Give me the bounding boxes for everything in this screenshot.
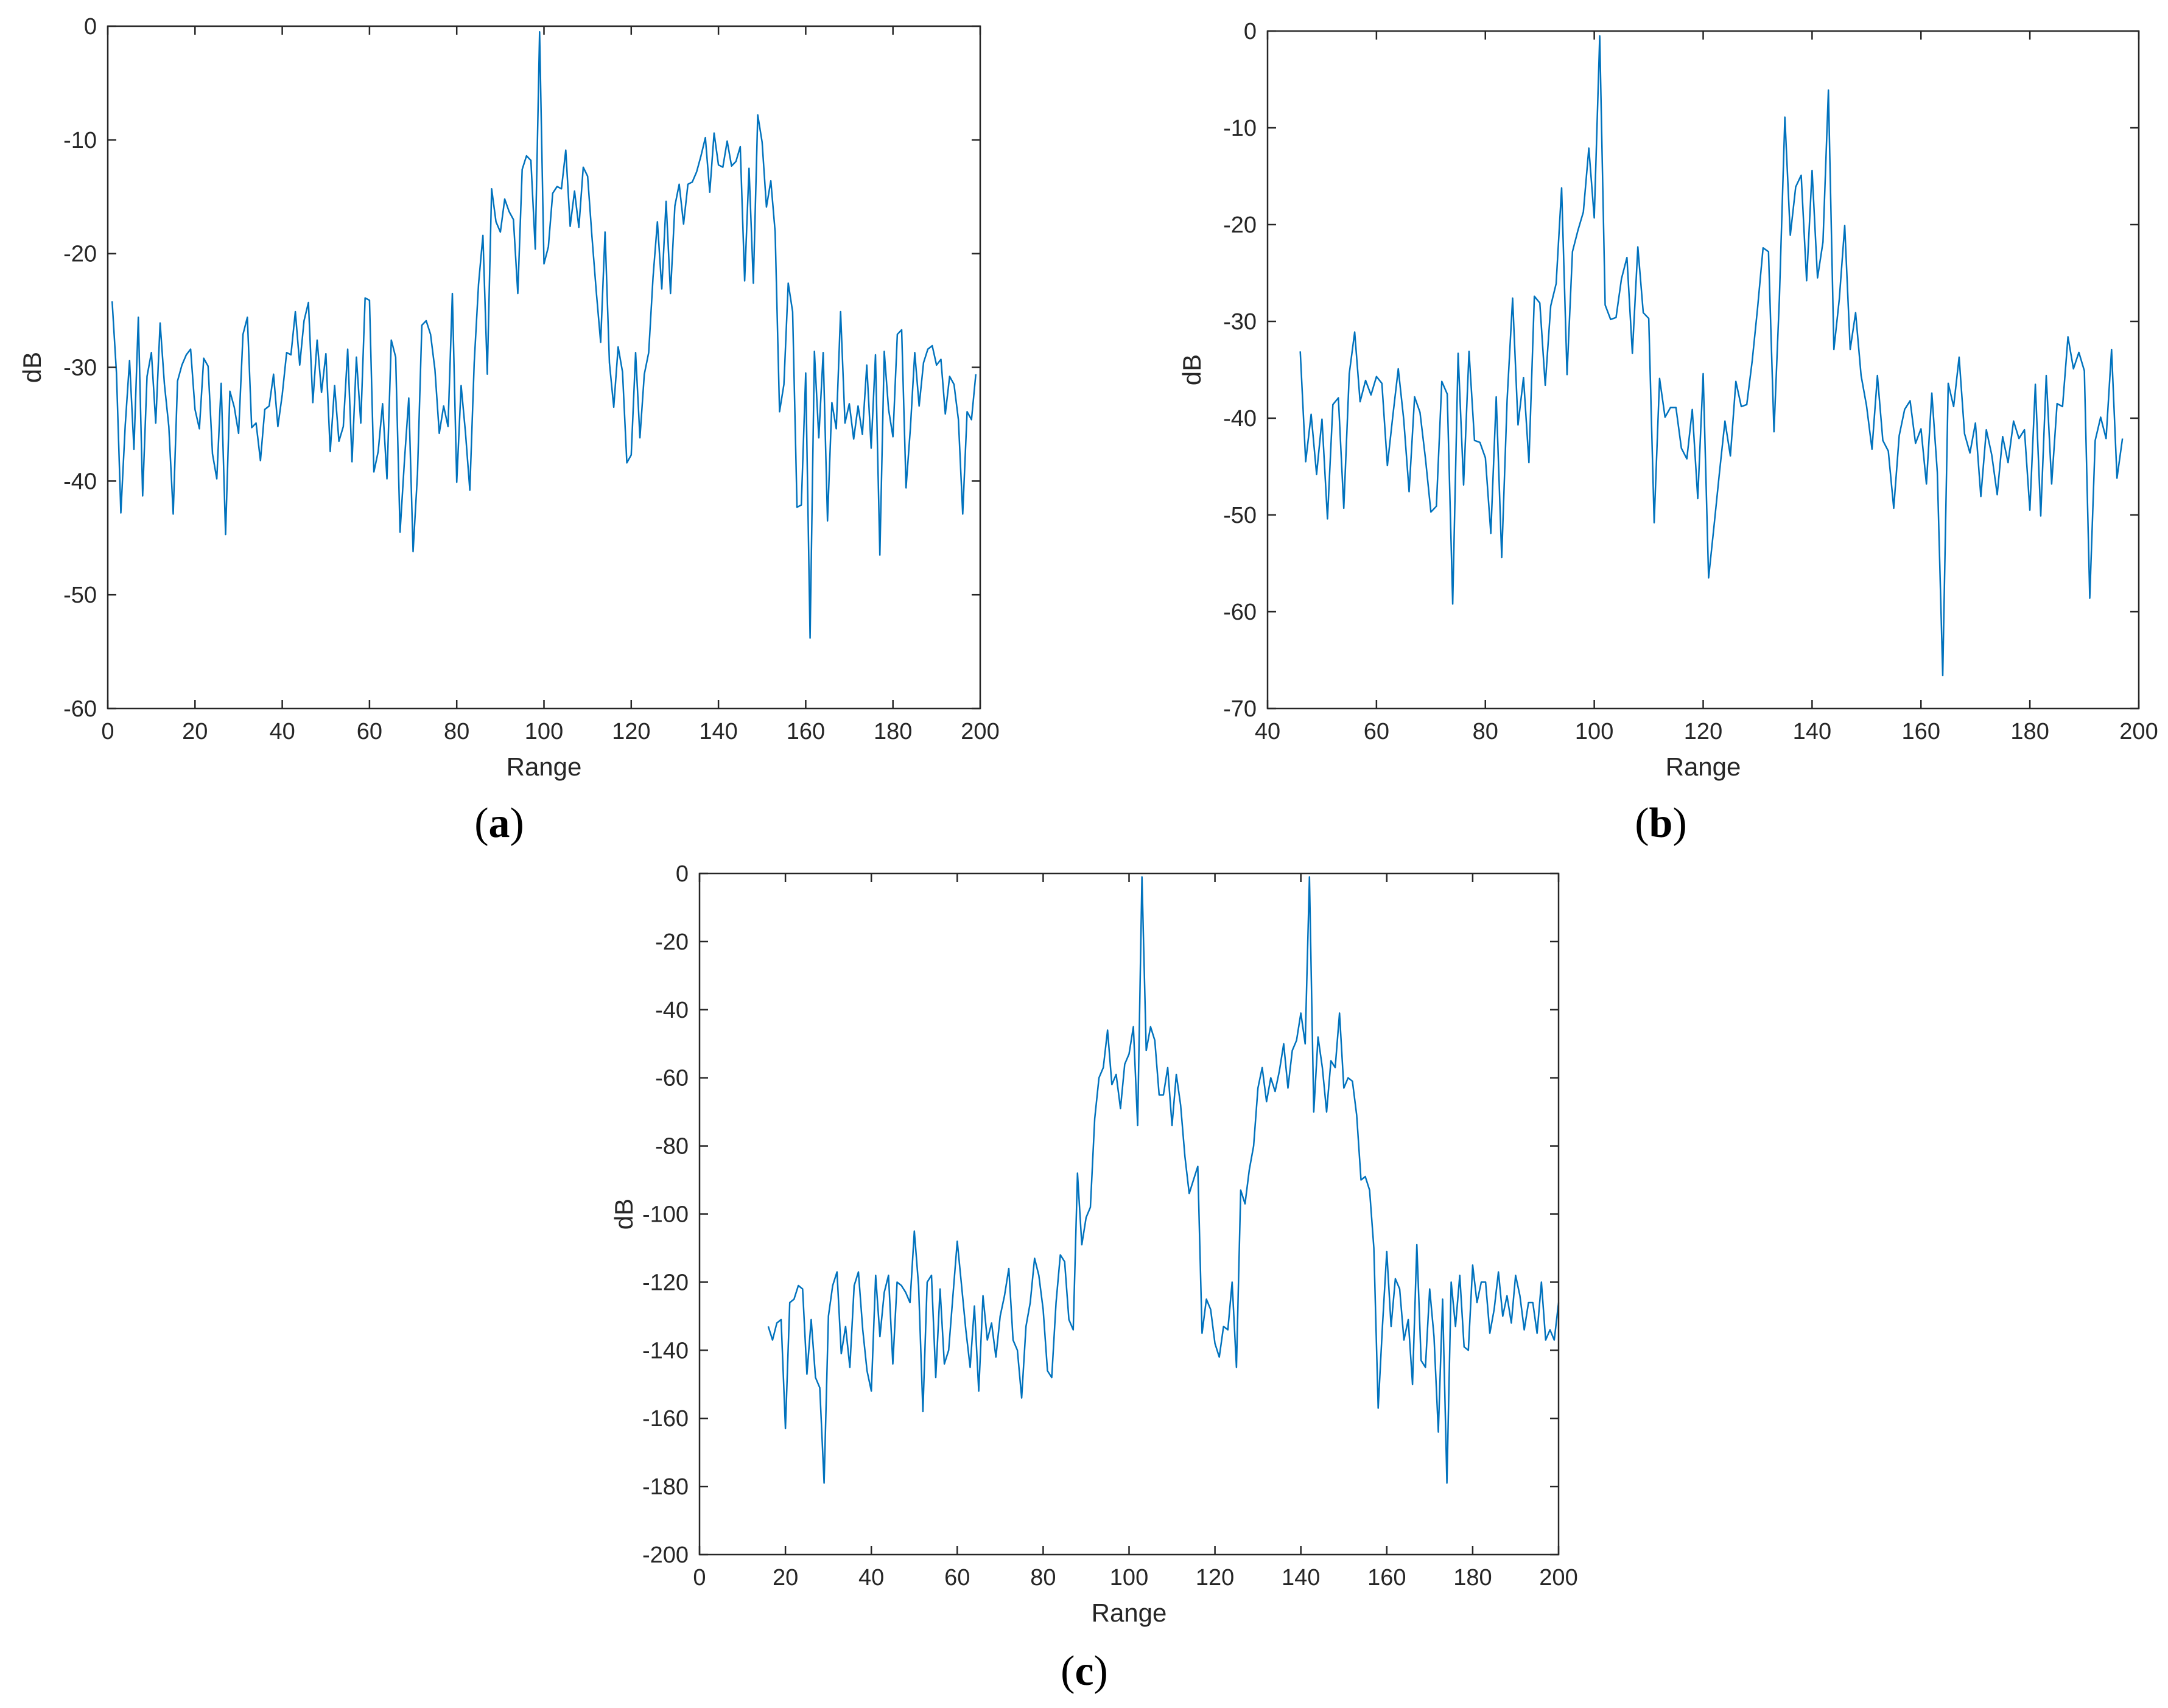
x-tick-label-a: 120 (612, 719, 650, 744)
y-tick-label-a: -60 (63, 696, 97, 722)
x-tick-label-b: 180 (2010, 719, 2049, 744)
x-tick-label-a: 140 (699, 719, 737, 744)
x-tick-label-b: 120 (1684, 719, 1722, 744)
y-tick-label-c: -80 (655, 1134, 689, 1160)
x-axis-label-c: Range (1092, 1598, 1167, 1627)
chart-panel-a: 0 20 40 60 80 100 120 140 160 180 200 0 -10 -20 -30 -40… (18, 14, 1000, 781)
panel-label-c: (c) (1061, 1648, 1108, 1695)
x-tick-label-c: 80 (1030, 1565, 1056, 1591)
y-tick-label-b: -60 (1223, 600, 1257, 625)
x-axis-label-a: Range (507, 752, 582, 781)
y-tick-label-b: -10 (1223, 116, 1257, 141)
y-axis-label-a: dB (18, 352, 46, 383)
y-tick-label-c: -120 (642, 1270, 689, 1295)
x-tick-label-a: 100 (525, 719, 563, 744)
x-tick-label-a: 20 (182, 719, 208, 744)
x-tick-label-c: 20 (773, 1565, 798, 1591)
x-tick-label-c: 40 (858, 1565, 884, 1591)
chart-panel-b: 40 60 80 100 120 140 160 180 200 0 -10 -20 -30 -40 -50… (1177, 19, 2158, 781)
y-tick-label-b: -50 (1223, 503, 1257, 528)
x-tick-label-c: 160 (1367, 1565, 1406, 1591)
x-tick-label-a: 160 (787, 719, 825, 744)
chart-panel-c: 0 20 40 60 80 100 120 140 160 180 200 0 -20 -40 -60 -80… (609, 861, 1578, 1627)
y-tick-label-c: -60 (655, 1066, 689, 1091)
panel-label-b: (b) (1635, 800, 1687, 847)
y-axis-label-c: dB (609, 1199, 638, 1230)
x-tick-label-c: 120 (1196, 1565, 1234, 1591)
series-line-a (111, 31, 977, 639)
y-tick-label-b: -20 (1223, 212, 1257, 238)
axes-box-c (698, 872, 1560, 1556)
x-tick-label-c: 0 (693, 1565, 706, 1591)
y-axis-label-b: dB (1177, 354, 1206, 385)
x-tick-label-a: 80 (444, 719, 469, 744)
x-tick-label-c: 60 (944, 1565, 970, 1591)
y-tick-label-c: -100 (642, 1202, 689, 1228)
y-tick-label-c: -20 (655, 929, 689, 955)
y-tick-label-c: -200 (642, 1542, 689, 1568)
y-tick-label-a: -50 (63, 583, 97, 608)
y-tick-label-b: -40 (1223, 406, 1257, 432)
y-tick-label-b: -30 (1223, 309, 1257, 335)
y-tick-label-b: -70 (1223, 696, 1257, 722)
x-tick-label-c: 200 (1539, 1565, 1577, 1591)
x-tick-label-a: 180 (874, 719, 912, 744)
x-tick-label-b: 160 (1902, 719, 1940, 744)
y-tick-label-c: -160 (642, 1406, 689, 1432)
panel-label-a: (a) (474, 800, 524, 847)
x-tick-label-b: 100 (1575, 719, 1613, 744)
y-tick-label-c: 0 (676, 861, 689, 887)
x-tick-label-c: 180 (1453, 1565, 1492, 1591)
series-line-c (767, 876, 1560, 1484)
y-tick-label-a: -10 (63, 128, 97, 153)
series-line-b (1299, 35, 2124, 677)
x-tick-label-b: 80 (1473, 719, 1498, 744)
y-tick-label-c: -40 (655, 998, 689, 1023)
x-tick-label-a: 60 (357, 719, 382, 744)
y-tick-label-a: 0 (84, 14, 97, 40)
x-tick-label-b: 60 (1364, 719, 1389, 744)
x-tick-label-a: 200 (961, 719, 999, 744)
x-tick-label-a: 0 (101, 719, 114, 744)
x-tick-label-c: 140 (1282, 1565, 1320, 1591)
y-tick-label-a: -20 (63, 242, 97, 267)
y-tick-label-b: 0 (1244, 19, 1257, 44)
axes-box-a (107, 25, 981, 710)
y-tick-label-a: -30 (63, 355, 97, 381)
y-tick-label-a: -40 (63, 469, 97, 494)
y-tick-label-c: -180 (642, 1474, 689, 1500)
x-tick-label-b: 40 (1255, 719, 1280, 744)
y-tick-label-c: -140 (642, 1338, 689, 1363)
x-tick-label-a: 40 (269, 719, 295, 744)
x-tick-label-c: 100 (1110, 1565, 1148, 1591)
x-tick-label-b: 200 (2119, 719, 2158, 744)
x-axis-label-b: Range (1666, 752, 1741, 781)
x-tick-label-b: 140 (1793, 719, 1831, 744)
